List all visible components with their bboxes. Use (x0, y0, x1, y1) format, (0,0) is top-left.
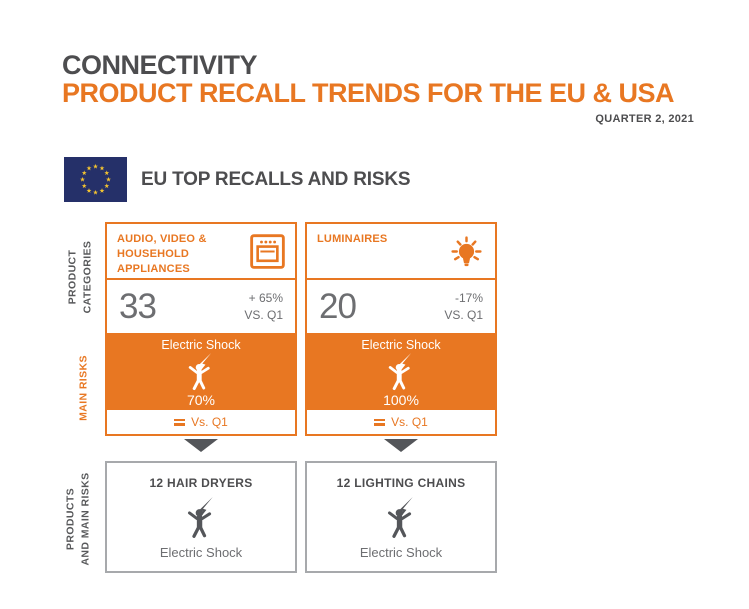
electric-shock-icon (307, 353, 495, 391)
trend-label: Vs. Q1 (391, 415, 428, 429)
main-risk-panel: Electric Shock 100% (307, 333, 495, 410)
row-label-products-and-main-risks: PRODUCTS AND MAIN RISKS (64, 472, 91, 566)
main-risk-panel: Electric Shock 70% (107, 333, 295, 410)
category-card-audio-video-household: AUDIO, VIDEO & HOUSEHOLD APPLIANCES 33 +… (105, 222, 297, 436)
risk-name: Electric Shock (161, 338, 241, 352)
electric-shock-icon (107, 353, 295, 391)
row-label-main-risks: MAIN RISKS (77, 355, 90, 421)
risk-percent: 70% (186, 392, 216, 408)
quarter-label: QUARTER 2, 2021 (595, 113, 694, 125)
risk-name: Electric Shock (361, 338, 441, 352)
electric-shock-icon (382, 497, 421, 539)
page-title: PRODUCT RECALL TRENDS FOR THE EU & USA (62, 78, 675, 108)
category-name: AUDIO, VIDEO & HOUSEHOLD APPLIANCES (117, 233, 207, 275)
category-card-luminaires: LUMINAIRES 20 -17% VS. Q1 Electric Shock… (305, 222, 497, 436)
product-card-hair-dryers: 12 HAIR DRYERS Electric Shock (105, 461, 297, 573)
product-risk-name: Electric Shock (159, 545, 243, 560)
lightbulb-icon (451, 236, 482, 267)
category-name: LUMINAIRES (317, 233, 388, 245)
card-stats: 33 + 65% VS. Q1 (107, 280, 295, 333)
electric-shock-icon (182, 497, 221, 539)
risk-percent: 100% (383, 392, 419, 408)
card-stats: 20 -17% VS. Q1 (307, 280, 495, 333)
change-vs-q1: -17% VS. Q1 (444, 290, 483, 322)
product-title: 12 HAIR DRYERS (149, 476, 253, 490)
change-percent: -17% (454, 291, 483, 306)
product-title: 12 LIGHTING CHAINS (336, 476, 466, 490)
eu-flag-icon (64, 157, 127, 202)
change-vs-q1: + 65% VS. Q1 (244, 290, 283, 322)
row-label-product-categories: PRODUCT CATEGORIES (66, 240, 93, 314)
card-header: LUMINAIRES (307, 224, 495, 280)
brand-title: CONNECTIVITY (62, 50, 258, 80)
recall-count: 20 (319, 286, 357, 326)
card-header: AUDIO, VIDEO & HOUSEHOLD APPLIANCES (107, 224, 295, 280)
recall-count: 33 (119, 286, 157, 326)
trend-label: Vs. Q1 (191, 415, 228, 429)
oven-icon (250, 234, 285, 269)
equals-icon (174, 418, 186, 426)
section-heading: EU TOP RECALLS AND RISKS (141, 169, 411, 190)
change-reference: VS. Q1 (444, 307, 483, 322)
equals-icon (374, 418, 386, 426)
trend-footer: Vs. Q1 (307, 410, 495, 434)
product-risk-name: Electric Shock (359, 545, 443, 560)
down-arrow-icon (384, 439, 418, 452)
trend-footer: Vs. Q1 (107, 410, 295, 434)
change-reference: VS. Q1 (244, 307, 283, 322)
down-arrow-icon (184, 439, 218, 452)
product-card-lighting-chains: 12 LIGHTING CHAINS Electric Shock (305, 461, 497, 573)
change-percent: + 65% (248, 291, 283, 306)
